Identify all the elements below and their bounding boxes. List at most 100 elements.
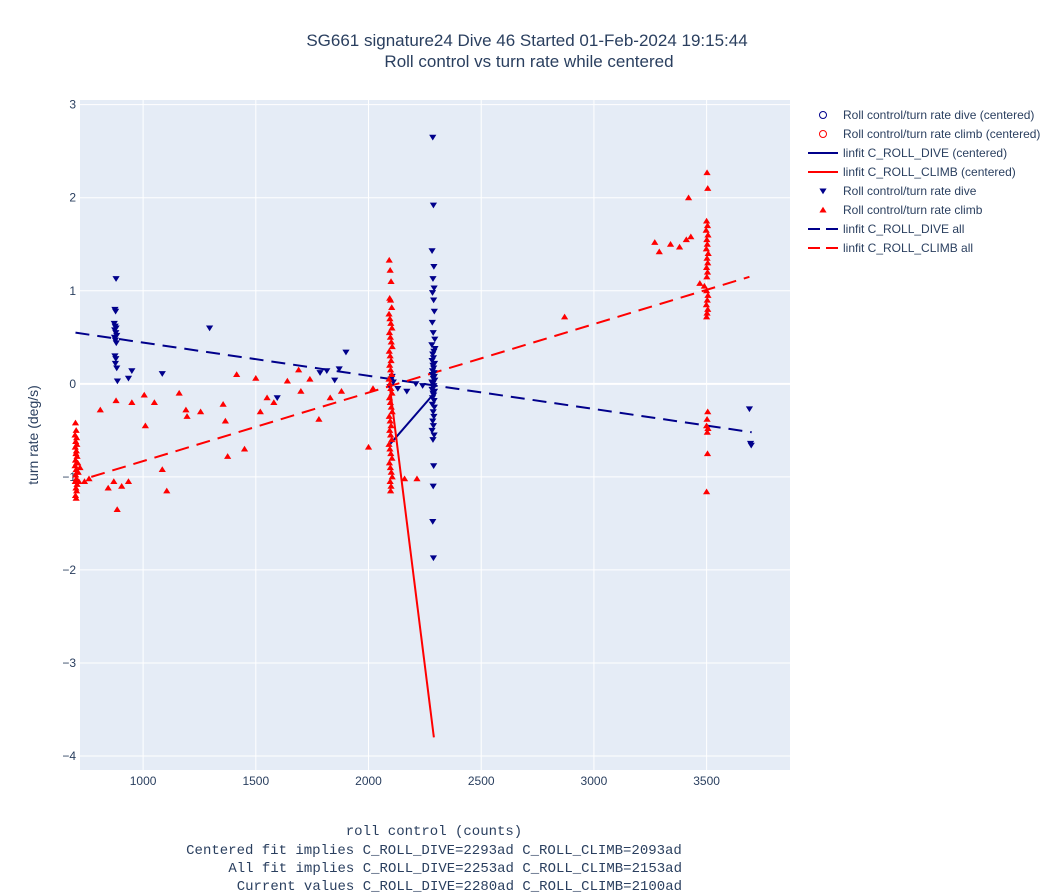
dive-point (429, 555, 438, 562)
x-axis-label-block: roll control (counts) Centered fit impli… (186, 824, 682, 894)
climb-point (385, 348, 393, 354)
climb-point (72, 495, 80, 501)
dive-point (430, 398, 438, 404)
climb-point (702, 245, 710, 252)
climb-point (704, 185, 712, 191)
climb-point (386, 431, 395, 438)
dive-point (429, 330, 437, 336)
climb-point (369, 385, 377, 391)
climb-point (413, 475, 421, 482)
centered-fit-note: Centered fit implies C_ROLL_DIVE=2293ad … (186, 843, 682, 859)
climb-point (702, 301, 710, 308)
climb-point (72, 427, 80, 433)
dive-point (316, 370, 324, 376)
x-tick-label: 2500 (468, 774, 495, 788)
climb-point (704, 259, 712, 266)
y-tick-label: 0 (69, 377, 76, 391)
climb-point (386, 464, 394, 471)
climb-point (703, 254, 711, 261)
climb-point (118, 482, 126, 489)
climb-point (703, 287, 711, 294)
dive-point (273, 395, 281, 402)
climb-point (233, 371, 241, 378)
climb-point (386, 478, 394, 485)
dive-point (429, 519, 437, 525)
climb-point (387, 320, 395, 326)
climb-point (703, 309, 711, 316)
climb-point (387, 422, 395, 429)
climb-point (388, 324, 396, 331)
climb-point (702, 227, 710, 233)
dive-point (158, 371, 166, 377)
legend-item: Roll control/turn rate climb (843, 203, 983, 217)
climb-point (72, 447, 80, 454)
climb-point (73, 487, 81, 494)
dive-point (429, 351, 437, 358)
climb-point (400, 475, 409, 482)
climb-point (270, 399, 278, 405)
climb-point (295, 366, 303, 373)
dive-point (428, 290, 437, 296)
y-tick-label: −4 (62, 749, 76, 763)
climb-point (387, 450, 395, 457)
legend-item: Roll control/turn rate dive (centered) (843, 108, 1034, 122)
climb-point (80, 478, 89, 485)
climb-point (386, 445, 394, 452)
dive-point (429, 409, 437, 415)
climb-point (387, 468, 395, 475)
climb-point (703, 450, 712, 457)
dive-point (745, 406, 754, 413)
current-values-note: Current values C_ROLL_DIVE=2280ad C_ROLL… (237, 879, 682, 894)
climb-point (387, 338, 395, 345)
climb-point (704, 306, 712, 312)
climb-point (85, 475, 93, 482)
x-tick-label: 3000 (581, 774, 608, 788)
climb-point (221, 417, 229, 424)
climb-point (704, 408, 712, 415)
climb-point (150, 399, 158, 405)
climb-point (385, 394, 394, 401)
climb-point (388, 371, 396, 378)
y-tick-label: 3 (69, 98, 76, 112)
climb-point (74, 468, 82, 475)
climb-point (256, 408, 264, 415)
climb-point (104, 484, 112, 491)
climb-point (651, 239, 659, 245)
climb-point (75, 478, 83, 485)
dive-point (113, 378, 122, 385)
climb-point (315, 415, 323, 422)
y-tick-label: 2 (69, 191, 76, 205)
legend-item: Roll control/turn rate climb (centered) (843, 127, 1040, 141)
climb-point (385, 310, 393, 317)
climb-point (655, 248, 663, 255)
dive-point (331, 377, 339, 384)
climb-point (386, 296, 395, 303)
dive-point (428, 342, 436, 348)
dive-point (430, 413, 438, 420)
fit-line (90, 275, 750, 478)
climb-point (141, 422, 149, 429)
climb-point (124, 478, 133, 485)
legend-swatch (819, 188, 827, 195)
all-fit-note: All fit implies C_ROLL_DIVE=2253ad C_ROL… (228, 861, 682, 877)
climb-point (73, 434, 81, 441)
climb-point (703, 415, 711, 422)
legend-swatch (819, 206, 827, 213)
climb-point (703, 240, 711, 247)
climb-point (224, 453, 232, 459)
climb-point (387, 385, 395, 391)
legend-swatch (819, 111, 827, 119)
dive-point (429, 134, 437, 141)
climb-point (682, 236, 690, 243)
dive-point (429, 437, 437, 443)
legend-item: linfit C_ROLL_DIVE all (843, 222, 964, 236)
dive-point (430, 297, 438, 304)
dive-point (429, 483, 437, 490)
dive-point (430, 264, 438, 270)
climb-point (387, 278, 395, 284)
y-tick-label: 1 (69, 284, 76, 298)
climb-point (703, 169, 711, 176)
dive-point (747, 442, 755, 449)
climb-point (675, 243, 684, 250)
climb-point (72, 484, 80, 491)
